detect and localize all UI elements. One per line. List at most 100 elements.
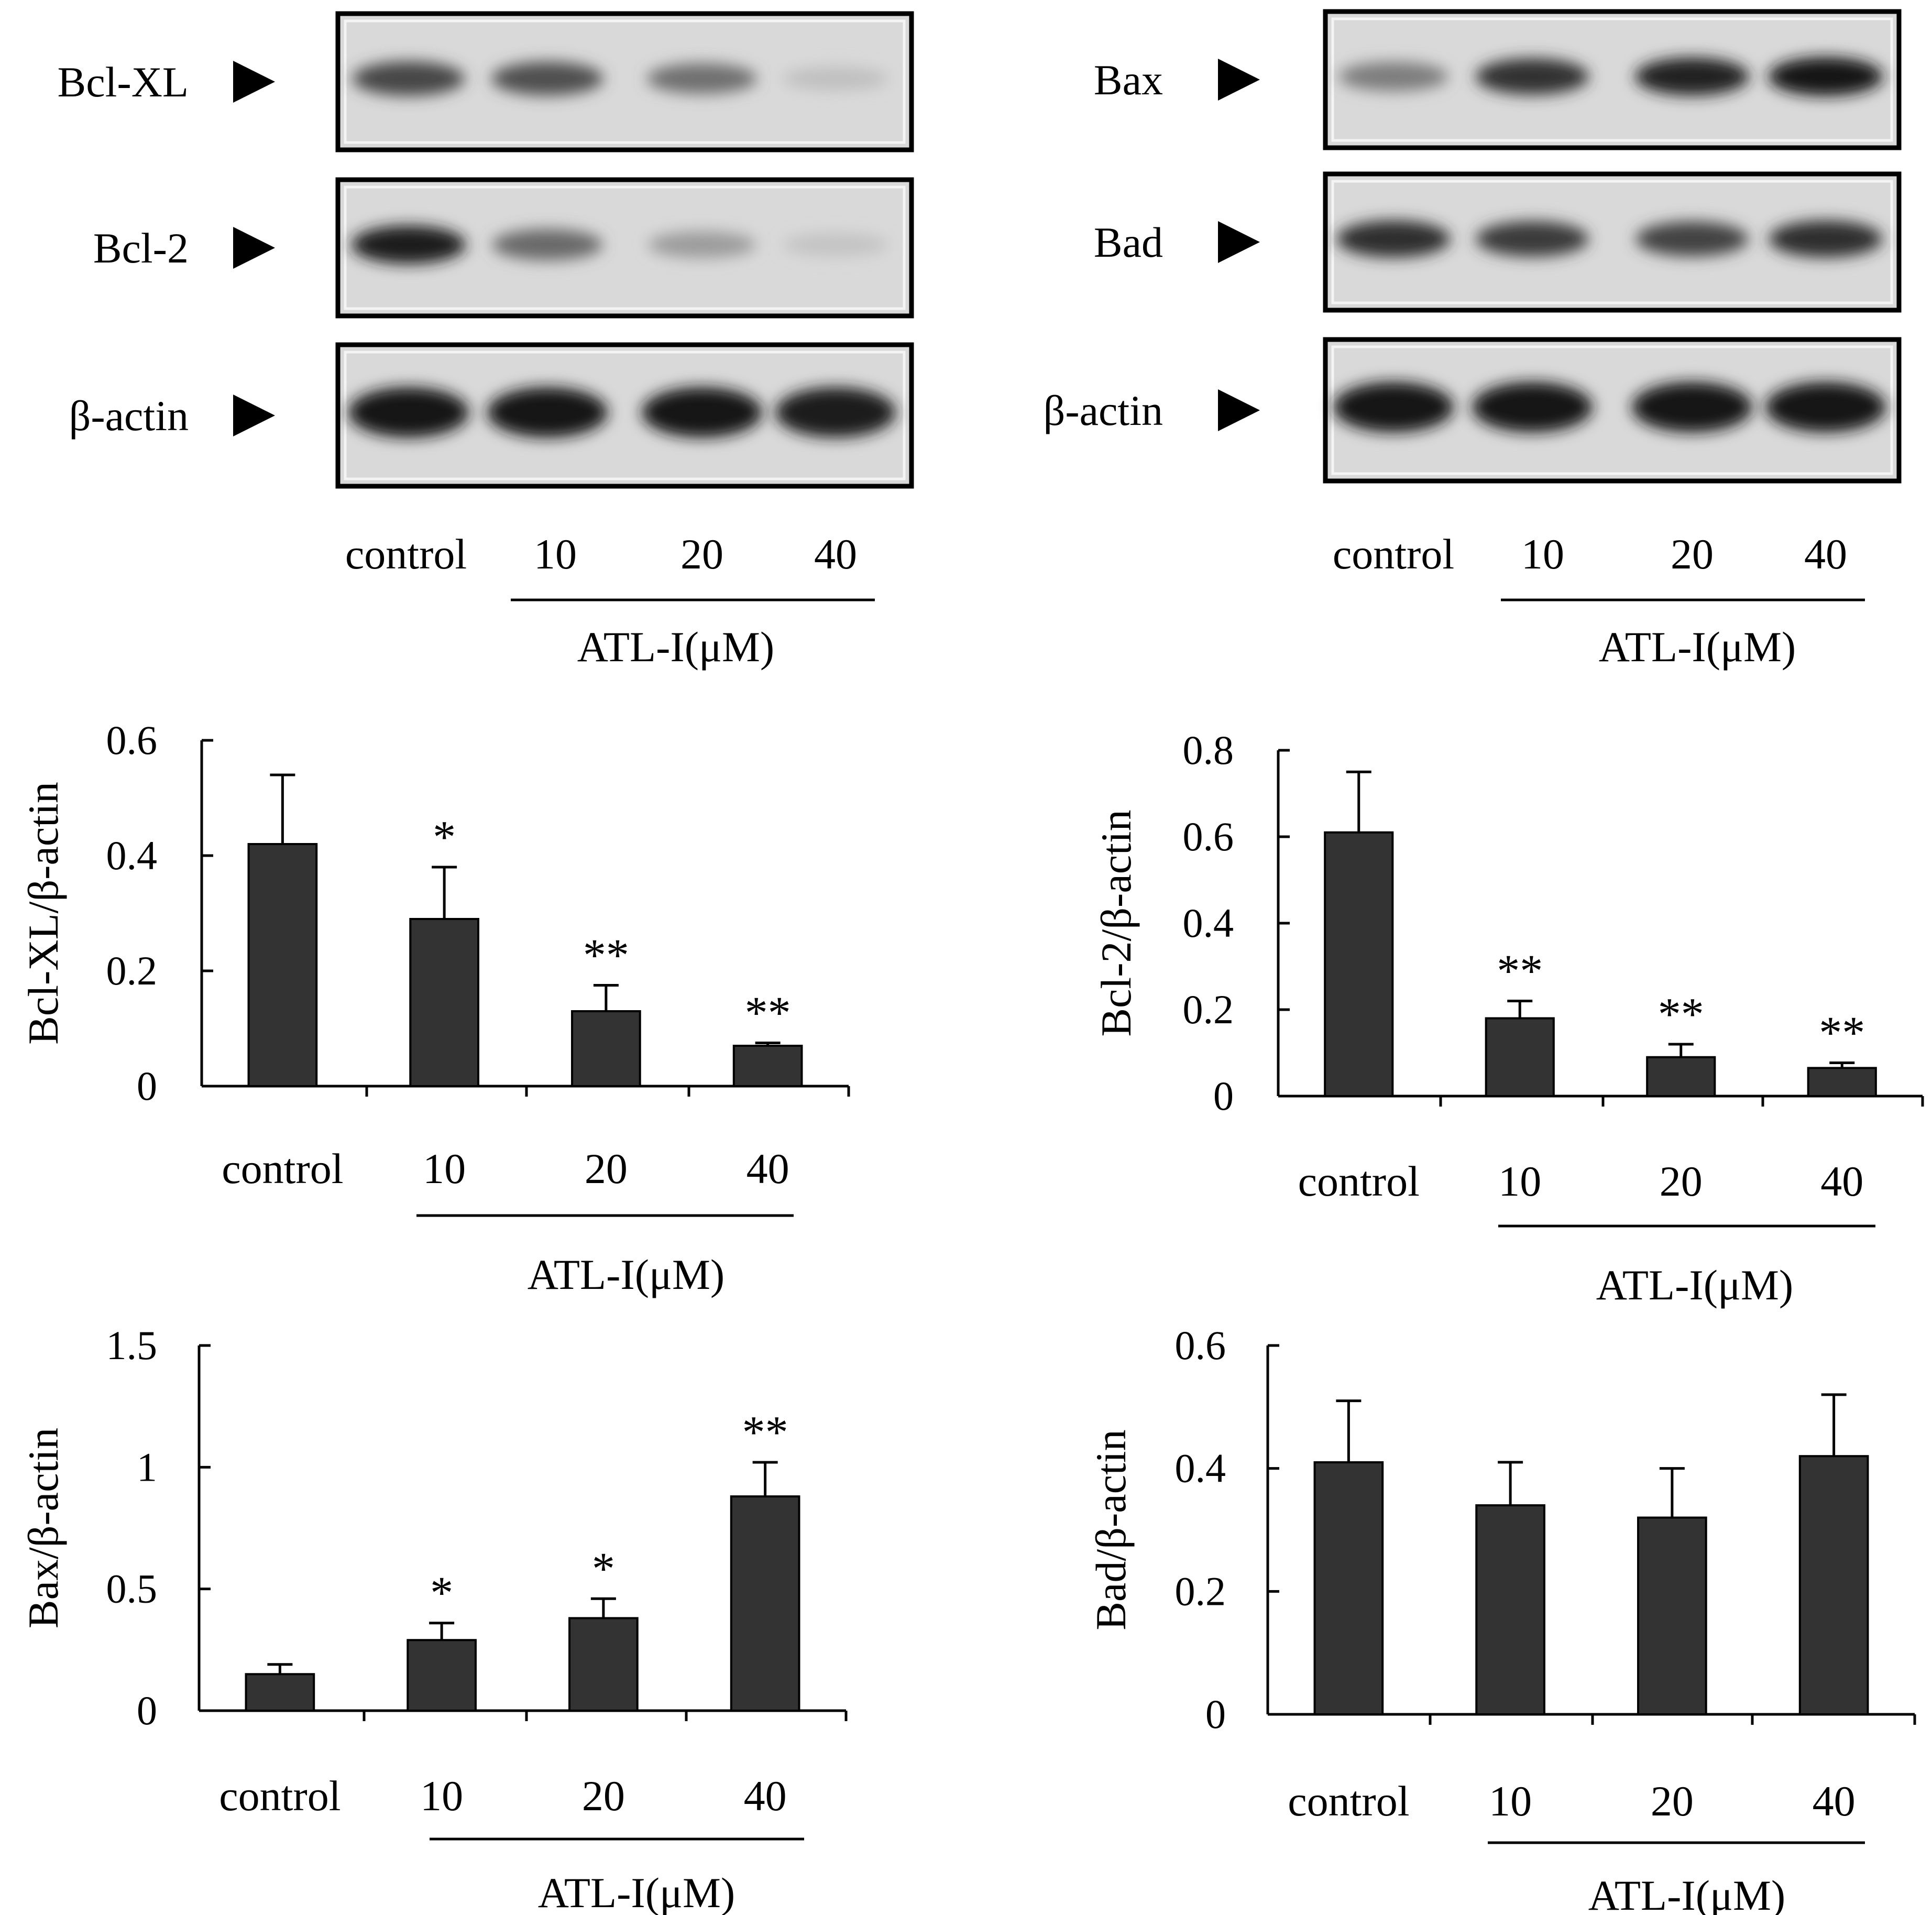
significance-marker: *: [592, 1544, 615, 1594]
y-tick-label: 0.4: [106, 833, 158, 878]
bar-chart-1: 0 0.2 0.4 0.6 Bcl-XL/β-actin control * 10 ** 20 **…: [19, 717, 850, 1298]
x-category-label: 40: [1813, 1777, 1856, 1825]
x-category-label: 40: [747, 1145, 789, 1192]
bar-chart-3: 0 0.5 1 1.5 Bax/β-actin control * 10 * 20 ** 40 ATL-…: [19, 1322, 848, 1915]
bar-chart-2: 0 0.2 0.4 0.6 0.8 Bcl-2/β-actin control ** 10 ** 2…: [1092, 727, 1924, 1309]
blot-panel-left: Bcl-XL Bcl-2 β-actin control 10 20 40 ATL-I(μM): [58, 11, 914, 671]
y-tick-label: 0.2: [106, 948, 158, 993]
blot-band: [648, 231, 756, 258]
blot-row-label: Bcl-XL: [58, 58, 189, 106]
bar: [407, 1639, 477, 1712]
blot-band: [1632, 382, 1752, 432]
arrow-marker-icon: [1218, 59, 1260, 101]
significance-marker: *: [430, 1568, 453, 1619]
x-category-label: 10: [1498, 1157, 1541, 1205]
blot-band: [1333, 382, 1454, 432]
arrow-marker-icon: [233, 61, 275, 103]
lane-label: control: [1333, 530, 1454, 578]
x-category-label: control: [219, 1772, 341, 1820]
bar: [1485, 1017, 1555, 1097]
blot-band: [487, 387, 608, 437]
blot-band: [1338, 61, 1448, 92]
blot-band: [775, 387, 896, 437]
bar: [1637, 1516, 1707, 1716]
significance-marker: **: [745, 988, 791, 1039]
blot-band: [782, 67, 889, 91]
treatment-group-label: ATL-I(μM): [528, 1251, 724, 1298]
blot-band: [348, 387, 469, 437]
bar: [1807, 1067, 1877, 1097]
blot-band: [646, 63, 758, 94]
blot-row-label: Bcl-2: [93, 224, 189, 272]
y-tick-label: 0: [1205, 1691, 1226, 1737]
y-tick-label: 1: [137, 1444, 157, 1490]
bar: [1313, 1461, 1384, 1716]
x-category-label: 40: [1820, 1157, 1863, 1205]
blot-band: [1765, 382, 1886, 432]
blot-band: [1476, 221, 1589, 257]
lane-label: 20: [1671, 530, 1714, 578]
y-tick-label: 0.6: [106, 717, 158, 763]
y-tick-label: 0: [137, 1688, 157, 1733]
lane-label: 20: [680, 530, 723, 578]
arrow-marker-icon: [1218, 221, 1260, 263]
blot-band: [1769, 220, 1883, 258]
treatment-group-label: ATL-I(μM): [1588, 1872, 1785, 1915]
significance-marker: **: [742, 1407, 788, 1458]
y-tick-label: 0.2: [1175, 1568, 1226, 1614]
blot-band: [1635, 57, 1749, 96]
x-category-label: 20: [582, 1772, 625, 1820]
bar-chart-panels: 00.20.40.6Bcl-XL/β-actincontrol*10**20**…: [19, 717, 1924, 1915]
y-tick-label: 1.5: [106, 1322, 158, 1368]
x-category-label: control: [222, 1145, 343, 1192]
arrow-marker-icon: [1218, 389, 1260, 431]
y-tick-label: 0: [137, 1063, 157, 1109]
bar: [568, 1617, 639, 1712]
x-category-label: 10: [423, 1145, 466, 1192]
y-axis-label: Bad/β-actin: [1087, 1429, 1135, 1630]
treatment-group-label: ATL-I(μM): [577, 623, 774, 671]
y-axis-label: Bcl-2/β-actin: [1092, 809, 1140, 1036]
bar-chart-4: 0 0.2 0.4 0.6 Bad/β-actin control 10 20 40 ATL-I(…: [1087, 1322, 1916, 1915]
blot-row-label: β-actin: [69, 392, 189, 440]
blot-band: [1336, 220, 1451, 258]
lane-label: 10: [534, 530, 577, 578]
y-tick-label: 0.4: [1175, 1446, 1226, 1491]
blot-row-label: β-actin: [1044, 387, 1163, 434]
significance-marker: **: [583, 931, 629, 981]
x-category-label: 20: [1660, 1157, 1703, 1205]
x-category-label: 10: [420, 1772, 463, 1820]
blot-band: [1635, 221, 1749, 257]
y-axis-label: Bax/β-actin: [19, 1428, 67, 1628]
bar: [1646, 1056, 1716, 1097]
bar: [732, 1045, 803, 1087]
blot-row-label: Bad: [1094, 218, 1163, 266]
blot-band: [1768, 57, 1883, 96]
bar: [245, 1673, 315, 1712]
significance-marker: **: [1497, 946, 1543, 997]
x-category-label: 20: [585, 1145, 628, 1192]
arrow-marker-icon: [233, 227, 275, 269]
y-tick-label: 0.8: [1183, 727, 1234, 773]
bar: [730, 1495, 800, 1712]
y-tick-label: 0.6: [1175, 1322, 1226, 1368]
bar: [247, 843, 318, 1087]
significance-marker: **: [1658, 989, 1704, 1040]
lane-label: control: [345, 530, 467, 578]
significance-marker: **: [1819, 1008, 1865, 1058]
y-tick-label: 0: [1213, 1073, 1234, 1119]
x-category-label: 10: [1489, 1777, 1532, 1825]
treatment-group-label: ATL-I(μM): [1596, 1261, 1793, 1309]
blot-band: [491, 61, 603, 96]
blot-band: [642, 387, 762, 437]
treatment-group-label: ATL-I(μM): [1599, 623, 1796, 671]
lane-label: 40: [1804, 530, 1847, 578]
blot-band: [492, 229, 603, 260]
significance-marker: *: [433, 812, 456, 863]
lane-label: 10: [1521, 530, 1564, 578]
x-category-label: control: [1298, 1157, 1420, 1205]
y-tick-label: 0.4: [1183, 900, 1234, 946]
